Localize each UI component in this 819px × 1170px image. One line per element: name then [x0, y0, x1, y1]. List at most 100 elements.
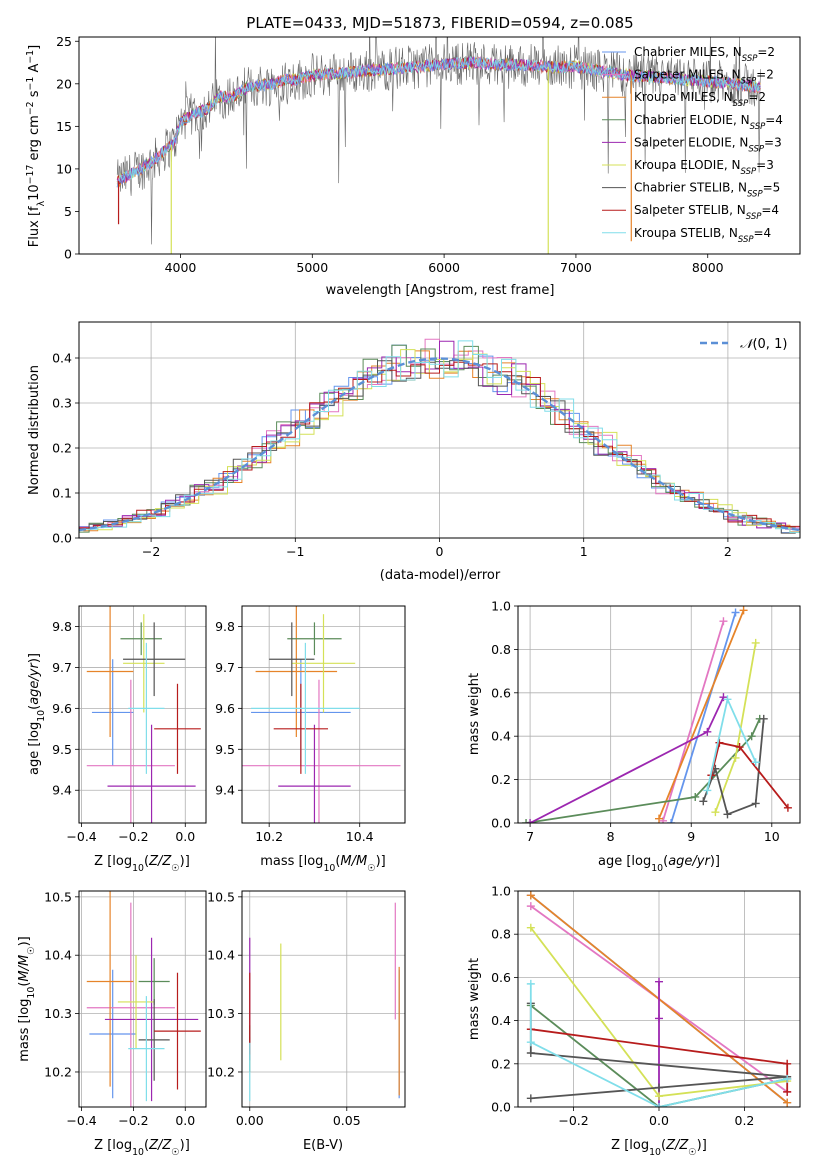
x-tick-label: 7000 — [560, 260, 592, 275]
weight-marker — [783, 1087, 792, 1096]
legend-label: Salpeter STELIB, NSSP=4 — [634, 203, 779, 222]
weight-marker — [667, 819, 676, 823]
axes-weight-vs-z: −0.2 0.0 0.2 0.0 0.2 0.4 0.6 0.8 1.0 Z [log10(Z/Z… — [467, 884, 801, 1158]
y-tick-label: 0.4 — [491, 729, 511, 744]
x-tick-label: 7 — [526, 829, 534, 844]
x-axis-label: age [log10(age/yr)] — [598, 854, 720, 874]
y-axis-label: age [log10(age/yr)] — [27, 653, 47, 775]
y-tick-label: 1.0 — [491, 599, 511, 614]
x-axis-label: Z [log10(Z/Z☉)] — [611, 1138, 707, 1158]
weight-marker — [783, 1098, 792, 1107]
x-axis-label: Z [log10(Z/Z☉)] — [94, 854, 190, 874]
y-tick-label: 10.5 — [207, 889, 235, 904]
y-tick-label: 10.3 — [207, 1006, 235, 1021]
weight-marker — [522, 819, 531, 823]
weight-marker — [719, 617, 728, 626]
y-tick-label: 9.5 — [215, 742, 235, 757]
y-tick-label: 0.4 — [491, 1013, 511, 1028]
x-tick-label: −1 — [286, 544, 304, 559]
y-tick-label: 9.8 — [215, 619, 235, 634]
axes-residuals: −2 −1 0 1 2 0.0 0.1 0.2 0.3 0.4 𝒩(0, 1) (data-model… — [27, 321, 801, 583]
normal-curve — [79, 357, 800, 532]
weight-marker — [751, 638, 760, 647]
axes-age-vs-z: −0.4 −0.2 0.0 9.4 9.5 9.6 9.7 9.8 Z [log10(Z/Z☉)… — [27, 605, 207, 874]
axes-spectrum: 4000 5000 6000 7000 8000 0 5 10 15 20 25 Chabrier M… — [25, 14, 801, 298]
weight-marker — [783, 1059, 792, 1068]
legend-label: Salpeter MILES, NSSP=2 — [634, 68, 774, 87]
legend: Chabrier MILES, NSSP=2 Salpeter MILES, NS… — [602, 45, 783, 245]
y-axis-label: Flux [fλ10−17 erg cm−2 s−1 A−1] — [25, 45, 47, 247]
plot-area — [522, 606, 792, 823]
y-tick-label: 0.2 — [491, 772, 511, 787]
axes-age-vs-mass: 10.2 10.4 9.4 9.5 9.6 9.7 9.8 mass [log10(M/M☉)… — [215, 605, 406, 874]
y-tick-label: 0.1 — [52, 486, 72, 501]
y-axis-label: mass weight — [467, 958, 482, 1040]
weight-marker — [711, 808, 720, 817]
weight-marker — [723, 810, 732, 819]
x-tick-label: 8000 — [692, 260, 724, 275]
x-tick-label: 5000 — [296, 260, 328, 275]
plot-area — [79, 338, 800, 534]
x-tick-label: 1 — [580, 544, 588, 559]
y-tick-label: 0.2 — [52, 441, 72, 456]
weight-marker — [703, 786, 712, 795]
axis-frame — [517, 890, 801, 1108]
x-axis-label: Z [log10(Z/Z☉)] — [94, 1138, 190, 1158]
histogram-series — [79, 340, 800, 530]
weight-marker — [526, 1049, 535, 1057]
weight-marker — [723, 695, 732, 704]
y-tick-label: 9.7 — [52, 660, 72, 675]
axis-frame — [78, 605, 207, 824]
legend-label: Kroupa MILES, NSSP=2 — [634, 90, 766, 109]
axis-frame — [241, 605, 406, 824]
axis-frame — [78, 36, 801, 255]
weight-marker — [731, 608, 740, 617]
legend-label: Kroupa ELODIE, NSSP=3 — [634, 158, 774, 177]
weight-marker — [655, 1103, 663, 1107]
y-tick-label: 9.7 — [215, 660, 235, 675]
y-tick-label: 10.4 — [207, 948, 235, 963]
y-axis-label: mass [log10(M/M☉)] — [17, 936, 37, 1062]
y-tick-label: 0.6 — [491, 685, 511, 700]
weight-marker — [691, 792, 700, 801]
weight-line — [658, 609, 745, 820]
plot-area — [86, 606, 201, 823]
histogram-series — [79, 361, 800, 529]
y-tick-label: 0.0 — [491, 1100, 511, 1115]
x-tick-label: −0.4 — [66, 1113, 96, 1128]
weight-marker — [526, 1038, 535, 1047]
x-tick-label: 6000 — [428, 260, 460, 275]
x-tick-label: −0.2 — [118, 1113, 148, 1128]
y-axis-label: Normed distribution — [27, 365, 42, 495]
plot-area — [116, 37, 761, 254]
weight-marker — [703, 727, 712, 736]
x-tick-label: 10 — [764, 829, 780, 844]
histogram-series — [79, 344, 796, 533]
weight-marker — [759, 714, 768, 723]
weight-marker — [751, 799, 760, 808]
y-tick-label: 25 — [56, 34, 72, 49]
legend-label: Chabrier ELODIE, NSSP=4 — [634, 113, 783, 132]
legend-label: 𝒩(0, 1) — [740, 337, 787, 352]
x-axis-label: mass [log10(M/M☉)] — [260, 854, 386, 874]
y-tick-label: 10 — [56, 161, 72, 176]
y-axis-label: mass weight — [467, 673, 482, 755]
weight-marker — [719, 693, 728, 702]
y-tick-label: 10.2 — [207, 1064, 235, 1079]
y-tick-label: 10.3 — [44, 1006, 72, 1021]
weight-marker — [655, 1014, 663, 1023]
x-tick-label: 0.00 — [236, 1113, 264, 1128]
x-tick-label: 4000 — [165, 260, 197, 275]
y-tick-label: 9.6 — [215, 701, 235, 716]
y-tick-label: 10.2 — [44, 1064, 72, 1079]
weight-marker — [699, 797, 708, 806]
x-tick-label: 2 — [724, 544, 732, 559]
weight-marker — [655, 977, 663, 986]
axis-frame — [78, 890, 207, 1108]
x-tick-label: 0.05 — [333, 1113, 361, 1128]
weight-marker — [739, 606, 748, 615]
y-tick-label: 10.5 — [44, 889, 72, 904]
legend-label: Chabrier MILES, NSSP=2 — [634, 45, 775, 64]
axes-mass-vs-z: −0.4 −0.2 0.0 10.2 10.3 10.4 10.5 Z [log10(Z/Z☉… — [17, 889, 207, 1158]
